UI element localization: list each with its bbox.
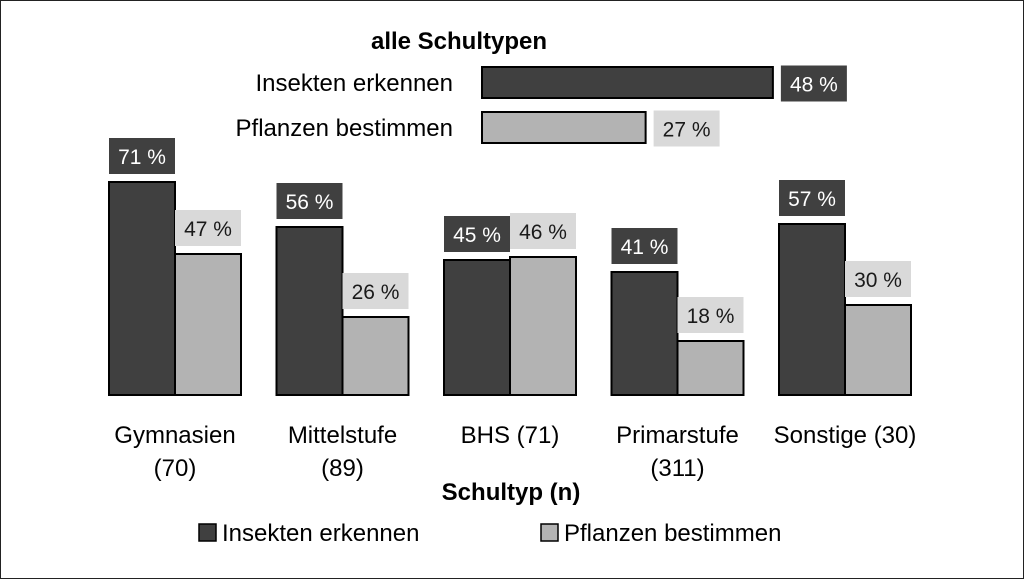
category-label: Primarstufe — [616, 422, 739, 449]
data-label-box — [510, 213, 576, 249]
category-label: Sonstige (30) — [774, 422, 917, 449]
data-label-box — [444, 216, 510, 252]
data-label: 46 % — [519, 221, 567, 244]
bar-insects — [108, 181, 176, 396]
overall-data-label: 48 % — [790, 74, 838, 97]
data-label: 18 % — [687, 305, 735, 328]
overall-bars: Insekten erkennen 48 % Pflanzen bestimmen 2… — [236, 65, 847, 147]
data-label-box — [779, 180, 845, 216]
data-label: 57 % — [788, 188, 836, 211]
bar-insects — [610, 271, 679, 396]
bar-plants — [174, 253, 242, 396]
overall-title: alle Schultypen — [371, 28, 547, 55]
bar-plants — [341, 316, 410, 396]
overall-panel: alle Schultypen Insekten erkennen 48 % Pfl… — [236, 28, 847, 147]
category-labels: Gymnasien (70) Mittelstufe (89) BHS (71) Prim… — [114, 422, 916, 482]
x-axis-label: Schultyp (n) — [442, 479, 581, 506]
overall-data-label: 27 % — [663, 119, 711, 142]
data-label-box — [611, 228, 678, 264]
data-label-box — [845, 261, 911, 297]
data-label-box — [276, 183, 343, 219]
category-label: BHS (71) — [461, 422, 560, 449]
legend-label: Insekten erkennen — [222, 520, 419, 547]
data-label: 71 % — [118, 146, 166, 169]
data-label: 26 % — [352, 281, 400, 304]
data-label-box — [175, 210, 241, 246]
category-label: (311) — [650, 455, 704, 482]
overall-bar — [481, 66, 774, 99]
data-label: 56 % — [286, 191, 334, 214]
category-label: (70) — [154, 455, 197, 482]
overall-data-label-box — [653, 110, 720, 147]
overall-data-label-box — [780, 65, 847, 102]
bar-plants — [676, 340, 745, 396]
overall-item-label: Insekten erkennen — [256, 70, 453, 97]
overall-item-label: Pflanzen bestimmen — [236, 115, 453, 142]
main-bars: 71 % 47 % 56 % 26 % 45 % 46 % 41 % 18 % 57 % 30 % — [108, 138, 912, 396]
bar-insects — [275, 226, 344, 396]
data-label-box — [342, 273, 409, 309]
bar-insects — [443, 259, 511, 396]
data-label-box — [109, 138, 175, 174]
data-label-box — [677, 297, 744, 333]
category-label: Gymnasien — [114, 422, 235, 449]
legend-swatch — [540, 523, 559, 542]
data-label: 47 % — [184, 218, 232, 241]
overall-bar — [481, 111, 647, 144]
bar-plants — [844, 304, 912, 396]
bar-plants — [509, 256, 577, 396]
data-label: 45 % — [453, 224, 501, 247]
bar-insects — [778, 223, 846, 396]
legend: Insekten erkennen Pflanzen bestimmen — [198, 520, 781, 547]
data-label: 41 % — [621, 236, 669, 259]
category-label: (89) — [321, 455, 364, 482]
legend-label: Pflanzen bestimmen — [564, 520, 781, 547]
category-label: Mittelstufe — [288, 422, 397, 449]
data-label: 30 % — [854, 269, 902, 292]
legend-swatch — [198, 523, 217, 542]
